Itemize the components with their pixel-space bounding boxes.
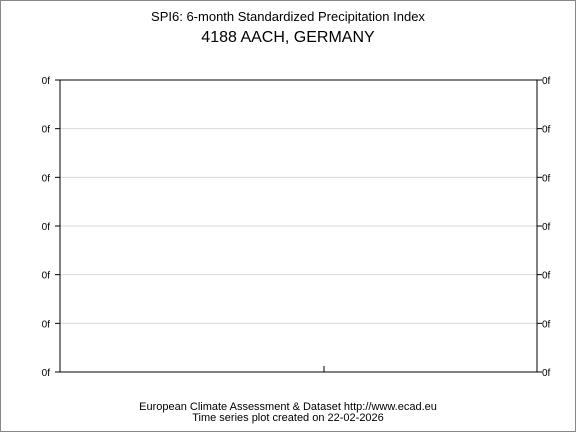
footer-credit: European Climate Assessment & Dataset ht… [139, 401, 437, 413]
y-tick-label: 0f [42, 368, 51, 379]
y-tick-label: 0f [42, 271, 51, 282]
y-tick-label: 0f [42, 173, 51, 184]
y-tick-label: 0f [542, 319, 551, 330]
y-tick-label: 0f [542, 368, 551, 379]
y-axis-left: 0f 0f 0f 0f 0f 0f 0f [42, 76, 60, 379]
y-tick-label: 0f [42, 222, 51, 233]
y-tick-label: 0f [542, 222, 551, 233]
chart-title: SPI6: 6-month Standardized Precipitation… [151, 9, 425, 24]
y-tick-label: 0f [542, 125, 551, 136]
footer-timestamp: Time series plot created on 22-02-2026 [192, 412, 384, 424]
y-tick-label: 0f [542, 76, 551, 87]
y-tick-label: 0f [542, 271, 551, 282]
chart-subtitle: 4188 AACH, GERMANY [201, 29, 375, 46]
y-tick-label: 0f [42, 76, 51, 87]
y-tick-label: 0f [42, 125, 51, 136]
y-tick-label: 0f [542, 173, 551, 184]
y-axis-right: 0f 0f 0f 0f 0f 0f 0f [537, 76, 551, 379]
gridlines [60, 128, 537, 324]
y-tick-label: 0f [42, 319, 51, 330]
